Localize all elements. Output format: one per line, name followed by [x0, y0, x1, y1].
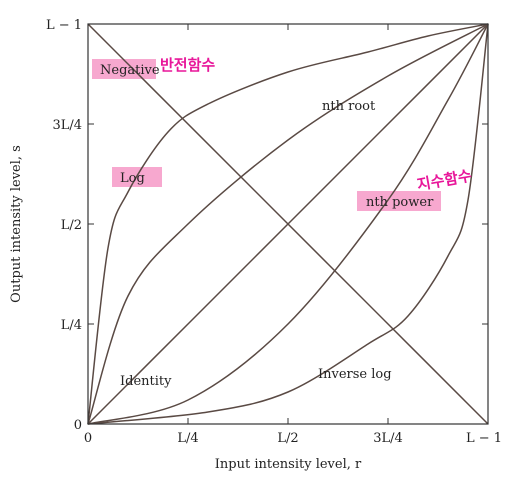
- y-tick-label: L/4: [61, 318, 82, 333]
- curve-inverse-log: [87, 23, 489, 425]
- ticks-group: 0 L/4 L/2 3L/4 L − 1 0 L/4 L/2 3L/4 L − 1: [46, 18, 502, 446]
- x-tick-label: L/2: [277, 431, 298, 446]
- curves-group: [87, 23, 489, 425]
- x-tick-label: 0: [84, 431, 92, 446]
- label-identity: Identity: [120, 374, 172, 389]
- x-tick-label: 3L/4: [373, 431, 403, 446]
- highlight-nth-power: [357, 191, 441, 211]
- y-tick-label: 0: [74, 418, 82, 433]
- x-axis-label: Input intensity level, r: [215, 457, 362, 472]
- x-tick-label: L − 1: [466, 431, 502, 446]
- highlight-negative: [92, 59, 156, 79]
- label-negative: Negative: [100, 63, 160, 78]
- label-nth-root: nth root: [322, 99, 376, 114]
- y-tick-label: 3L/4: [52, 118, 82, 133]
- label-log: Log: [120, 171, 145, 186]
- handwritten-note-power: 지수함수: [416, 167, 474, 194]
- handwritten-note-negative: 반전함수: [160, 56, 215, 74]
- x-tick-label: L/4: [177, 431, 198, 446]
- curve-nth-root: [87, 23, 489, 425]
- y-axis-label: Output intensity level, s: [9, 145, 24, 303]
- y-tick-label: L − 1: [46, 18, 82, 33]
- curve-identity: [87, 23, 489, 425]
- y-tick-label: L/2: [61, 218, 82, 233]
- curve-nth-power: [87, 23, 489, 425]
- label-nth-power: nth power: [366, 195, 434, 210]
- label-inverse-log: Inverse log: [318, 367, 392, 382]
- curve-log: [87, 23, 489, 425]
